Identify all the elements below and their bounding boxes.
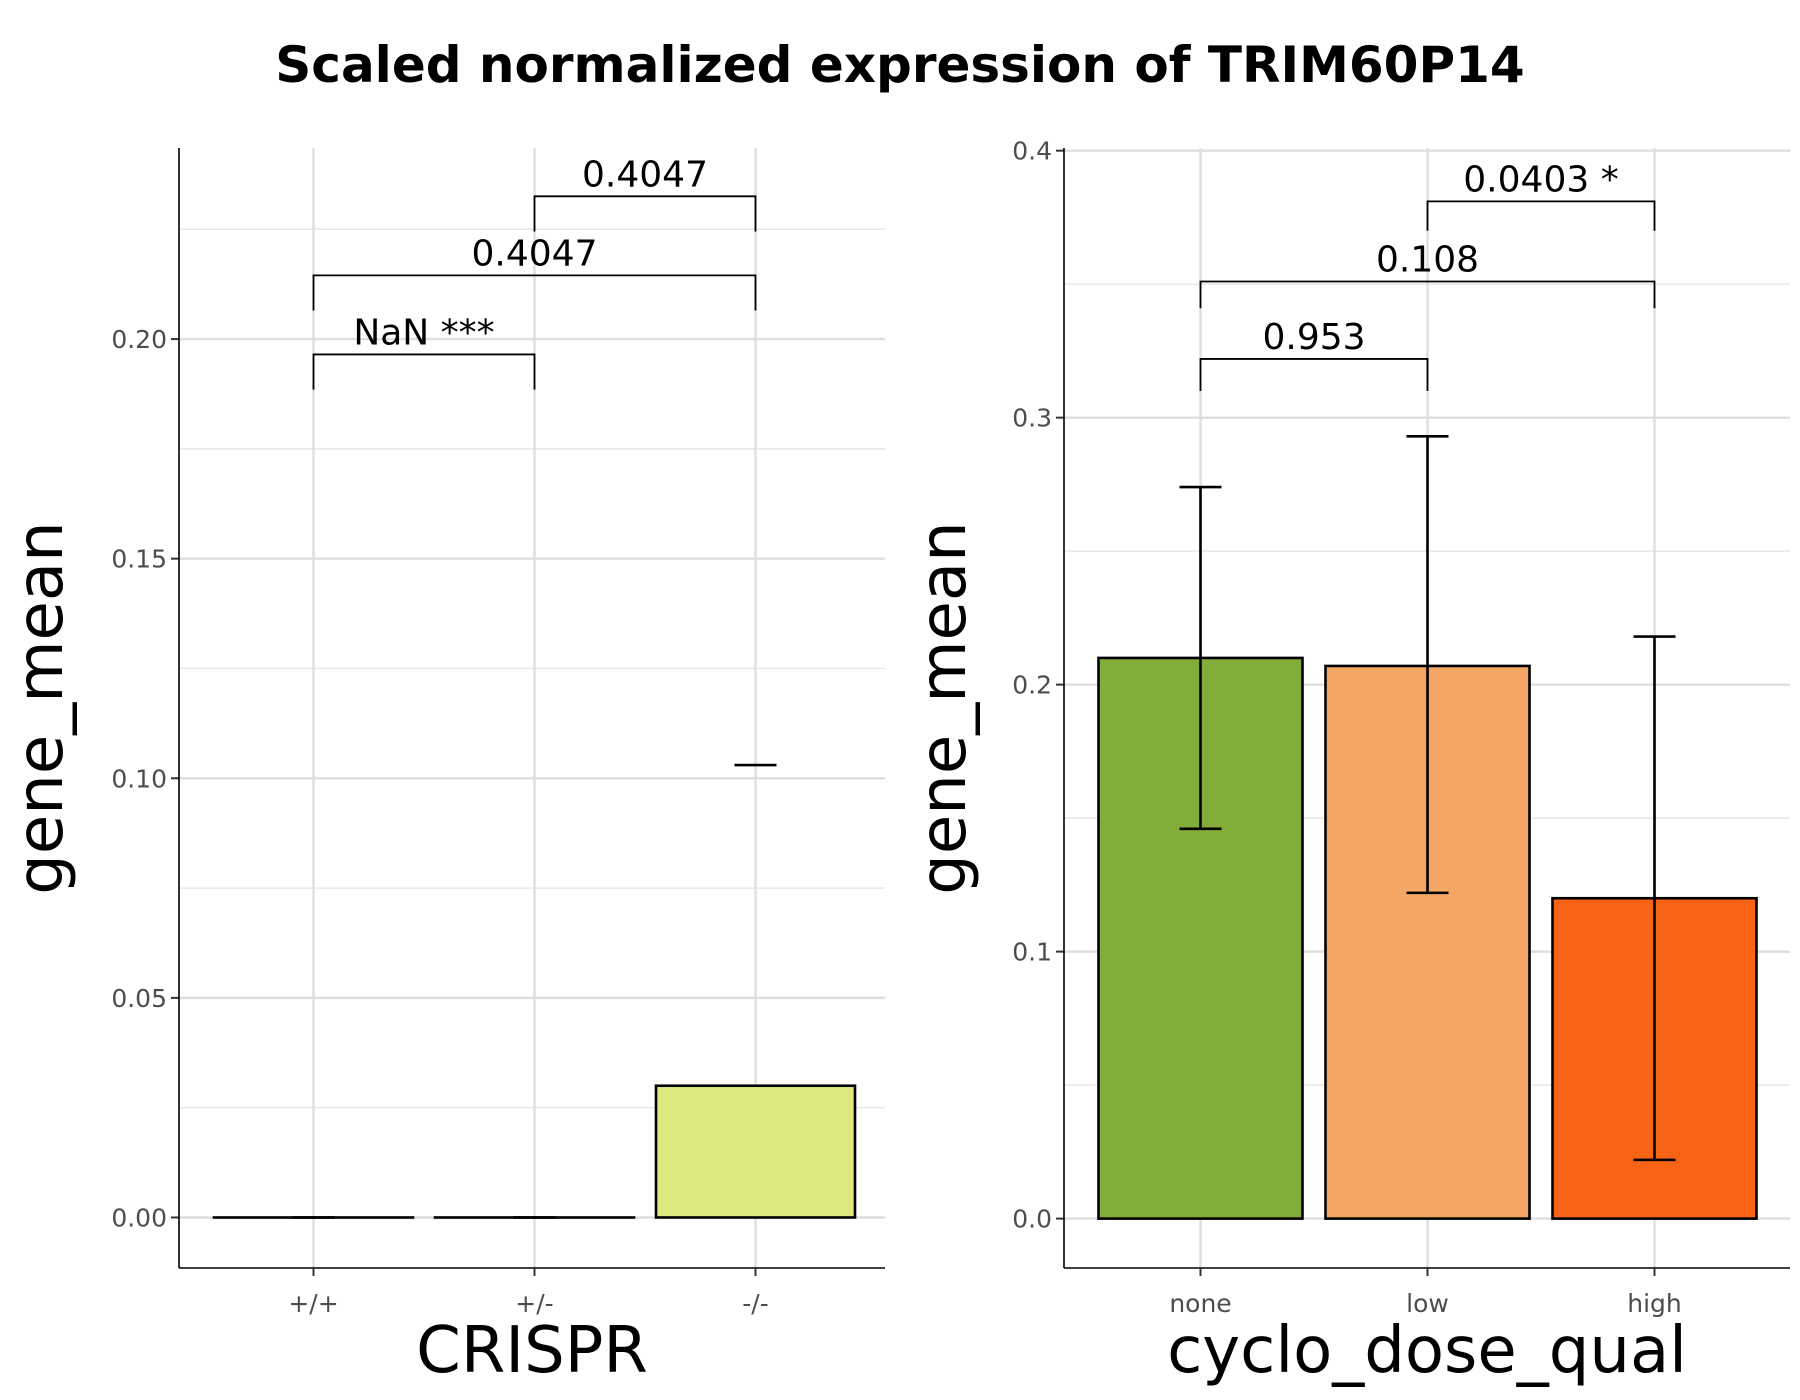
y-tick-label: 0.10 (111, 764, 167, 793)
y-tick-label: 0.3 (1012, 404, 1052, 433)
significance-bracket (1199, 358, 1429, 391)
x-tick-label: low (1406, 1289, 1449, 1318)
significance-bracket (1199, 280, 1656, 309)
x-tick-label: none (1169, 1289, 1231, 1318)
significance-bracket (1426, 200, 1656, 231)
significance-bracket (533, 195, 757, 232)
y-tick-label: 0.05 (111, 984, 167, 1013)
y-tick-label: 0.2 (1012, 671, 1052, 700)
x-axis-title: cyclo_dose_qual (1167, 1314, 1687, 1388)
significance-bracket (312, 353, 536, 390)
significance-label: 0.4047 (472, 233, 598, 274)
y-axis-title: gene_mean (4, 521, 78, 894)
y-tick-label: 0.00 (111, 1203, 167, 1232)
x-tick-label: +/- (515, 1289, 553, 1318)
panel-crispr: 0.00 0.05 0.10 0.15 0.20 +/+ +/- -/- NaN *** 0.40… (4, 148, 885, 1388)
y-axis-title: gene_mean (907, 521, 981, 894)
x-tick-label: high (1627, 1289, 1682, 1318)
significance-bracket (312, 274, 757, 311)
significance-label: 0.953 (1262, 317, 1365, 358)
panel-cyclo-dose: 0.0 0.1 0.2 0.3 0.4 none low high 0.953 0.108 0.04… (907, 137, 1790, 1388)
figure-title: Scaled normalized expression of TRIM60P1… (275, 36, 1524, 94)
bar-low (1324, 664, 1531, 1220)
x-tick-label: -/- (742, 1289, 768, 1318)
significance-label: 0.108 (1376, 239, 1479, 280)
y-tick-label: 0.1 (1012, 938, 1052, 967)
significance-label: NaN *** (353, 312, 494, 353)
y-tick-label: 0.15 (111, 545, 167, 574)
y-tick-label: 0.4 (1012, 137, 1052, 166)
y-tick-label: 0.0 (1012, 1205, 1052, 1234)
significance-label: 0.0403 * (1463, 159, 1618, 200)
bar--/- (654, 1084, 857, 1219)
x-tick-label: +/+ (288, 1289, 338, 1318)
significance-label: 0.4047 (582, 154, 708, 195)
y-tick-label: 0.20 (111, 325, 167, 354)
x-axis-title: CRISPR (416, 1314, 648, 1388)
